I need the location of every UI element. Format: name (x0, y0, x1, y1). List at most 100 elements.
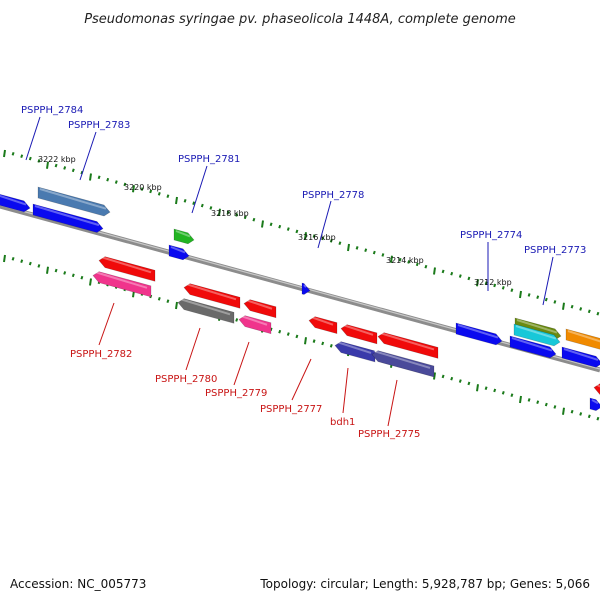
minor-tick (20, 259, 24, 264)
minor-tick (484, 386, 488, 390)
tick-label-3214kbp: 3214 kbp (386, 256, 424, 265)
gene-track (0, 186, 600, 411)
gene-pspph-2774[interactable] (455, 322, 503, 346)
gene-red-right[interactable] (593, 383, 600, 396)
gene-pspph-2775[interactable] (371, 350, 435, 378)
minor-tick (71, 273, 75, 278)
gene-bdh1[interactable] (334, 341, 376, 363)
label-line-pspph-2779 (233, 341, 250, 386)
gene-pspph-2773-shine (511, 337, 553, 352)
minor-tick (364, 248, 368, 253)
minor-tick (355, 246, 359, 250)
gene-red-2[interactable] (340, 324, 378, 345)
major-tick (562, 302, 565, 310)
minor-tick (37, 264, 41, 268)
gene-blue-edge[interactable] (589, 397, 600, 411)
gene-pspph-2782[interactable] (92, 271, 152, 298)
tick-label-3212kbp: 3212 kbp (474, 278, 512, 287)
gene-pspph-2773-cyan[interactable] (513, 323, 561, 347)
gene-label-bdh1: bdh1 (330, 417, 355, 428)
gene-pspph-2778[interactable] (301, 282, 311, 295)
gene-pspph-2780[interactable] (177, 298, 235, 324)
minor-tick (28, 261, 32, 266)
gene-pspph-2781-shine (170, 246, 186, 254)
gene-orange[interactable] (565, 328, 600, 350)
minor-tick (441, 269, 445, 274)
major-tick (46, 161, 49, 169)
tick-label-3216kbp: 3216 kbp (298, 233, 336, 242)
minor-tick (80, 170, 84, 175)
minor-tick (80, 275, 84, 280)
minor-tick (510, 288, 514, 293)
major-tick (433, 267, 436, 275)
gene-label-pspph-2784: PSPPH_2784 (21, 105, 83, 116)
major-tick (46, 266, 49, 274)
minor-tick (123, 182, 127, 187)
major-tick (175, 301, 178, 310)
minor-tick (97, 175, 101, 180)
tick-label-3220kbp: 3220 kbp (124, 183, 162, 192)
minor-tick (441, 374, 445, 379)
minor-tick (11, 152, 15, 156)
gene-pspph-2777[interactable] (308, 316, 338, 335)
minor-tick (63, 271, 67, 275)
gene-pspph-2779-red[interactable] (243, 299, 277, 319)
minor-tick (484, 281, 488, 285)
minor-tick (536, 295, 540, 300)
gene-pspph-2775-red[interactable] (377, 332, 439, 359)
gene-pspph-2780-shine (179, 298, 231, 316)
label-line-pspph-2777 (291, 358, 312, 401)
minor-tick (587, 309, 591, 314)
minor-tick (71, 168, 75, 173)
minor-tick (140, 187, 144, 191)
gene-pspph-2783-shine (34, 205, 100, 227)
gene-blue-right-shine (563, 348, 599, 361)
minor-tick (381, 253, 385, 257)
gene-pspph-2781-green[interactable] (173, 228, 195, 245)
gene-pspph-2782-top[interactable] (98, 256, 156, 282)
minor-tick (269, 222, 273, 227)
label-line-pspph-2783 (79, 131, 97, 181)
minor-tick (553, 405, 557, 409)
gene-red-2-shine (342, 324, 374, 336)
minor-tick (183, 199, 187, 203)
minor-tick (149, 189, 153, 194)
gene-pspph-2781-green-shine (175, 230, 191, 238)
minor-tick (312, 339, 316, 343)
minor-tick (209, 206, 213, 210)
major-tick (175, 196, 178, 205)
gene-pspph-2779[interactable] (238, 315, 272, 335)
map-title: Pseudomonas syringae pv. phaseolicola 14… (84, 12, 516, 27)
tick-label-3218kbp: 3218 kbp (211, 209, 249, 218)
minor-tick (11, 257, 15, 261)
minor-tick (536, 400, 540, 405)
gene-pspph-2778-shine (303, 284, 307, 288)
gene-pspph-2784[interactable] (0, 193, 31, 213)
gene-label-pspph-2782: PSPPH_2782 (70, 349, 132, 360)
minor-tick (329, 344, 333, 348)
gene-pspph-2783-top[interactable] (37, 186, 111, 217)
gene-blue-right[interactable] (561, 346, 600, 368)
gene-pspph-2773-olive-shine (516, 319, 558, 334)
gene-pspph-2779-shine (240, 315, 268, 326)
label-line-pspph-2782 (98, 302, 115, 346)
gene-pspph-2780-top[interactable] (183, 283, 241, 309)
minor-tick (415, 262, 419, 267)
major-tick (132, 185, 135, 193)
gene-pspph-2781[interactable] (168, 244, 190, 261)
gene-label-pspph-2780: PSPPH_2780 (155, 374, 217, 385)
gene-pspph-2773[interactable] (509, 335, 557, 359)
minor-tick (587, 414, 591, 419)
minor-tick (157, 296, 161, 301)
minor-tick (252, 217, 256, 222)
minor-tick (157, 191, 161, 196)
minor-tick (372, 250, 376, 255)
minor-tick (510, 393, 514, 398)
gene-pspph-2773-cyan-shine (515, 325, 557, 340)
major-tick (519, 290, 522, 299)
gene-pspph-2774-shine (457, 324, 499, 339)
gene-pspph-2783[interactable] (32, 203, 104, 233)
minor-tick (278, 329, 282, 334)
label-line-pspph-2780 (185, 327, 201, 371)
gene-pspph-2782-shine (94, 271, 148, 289)
